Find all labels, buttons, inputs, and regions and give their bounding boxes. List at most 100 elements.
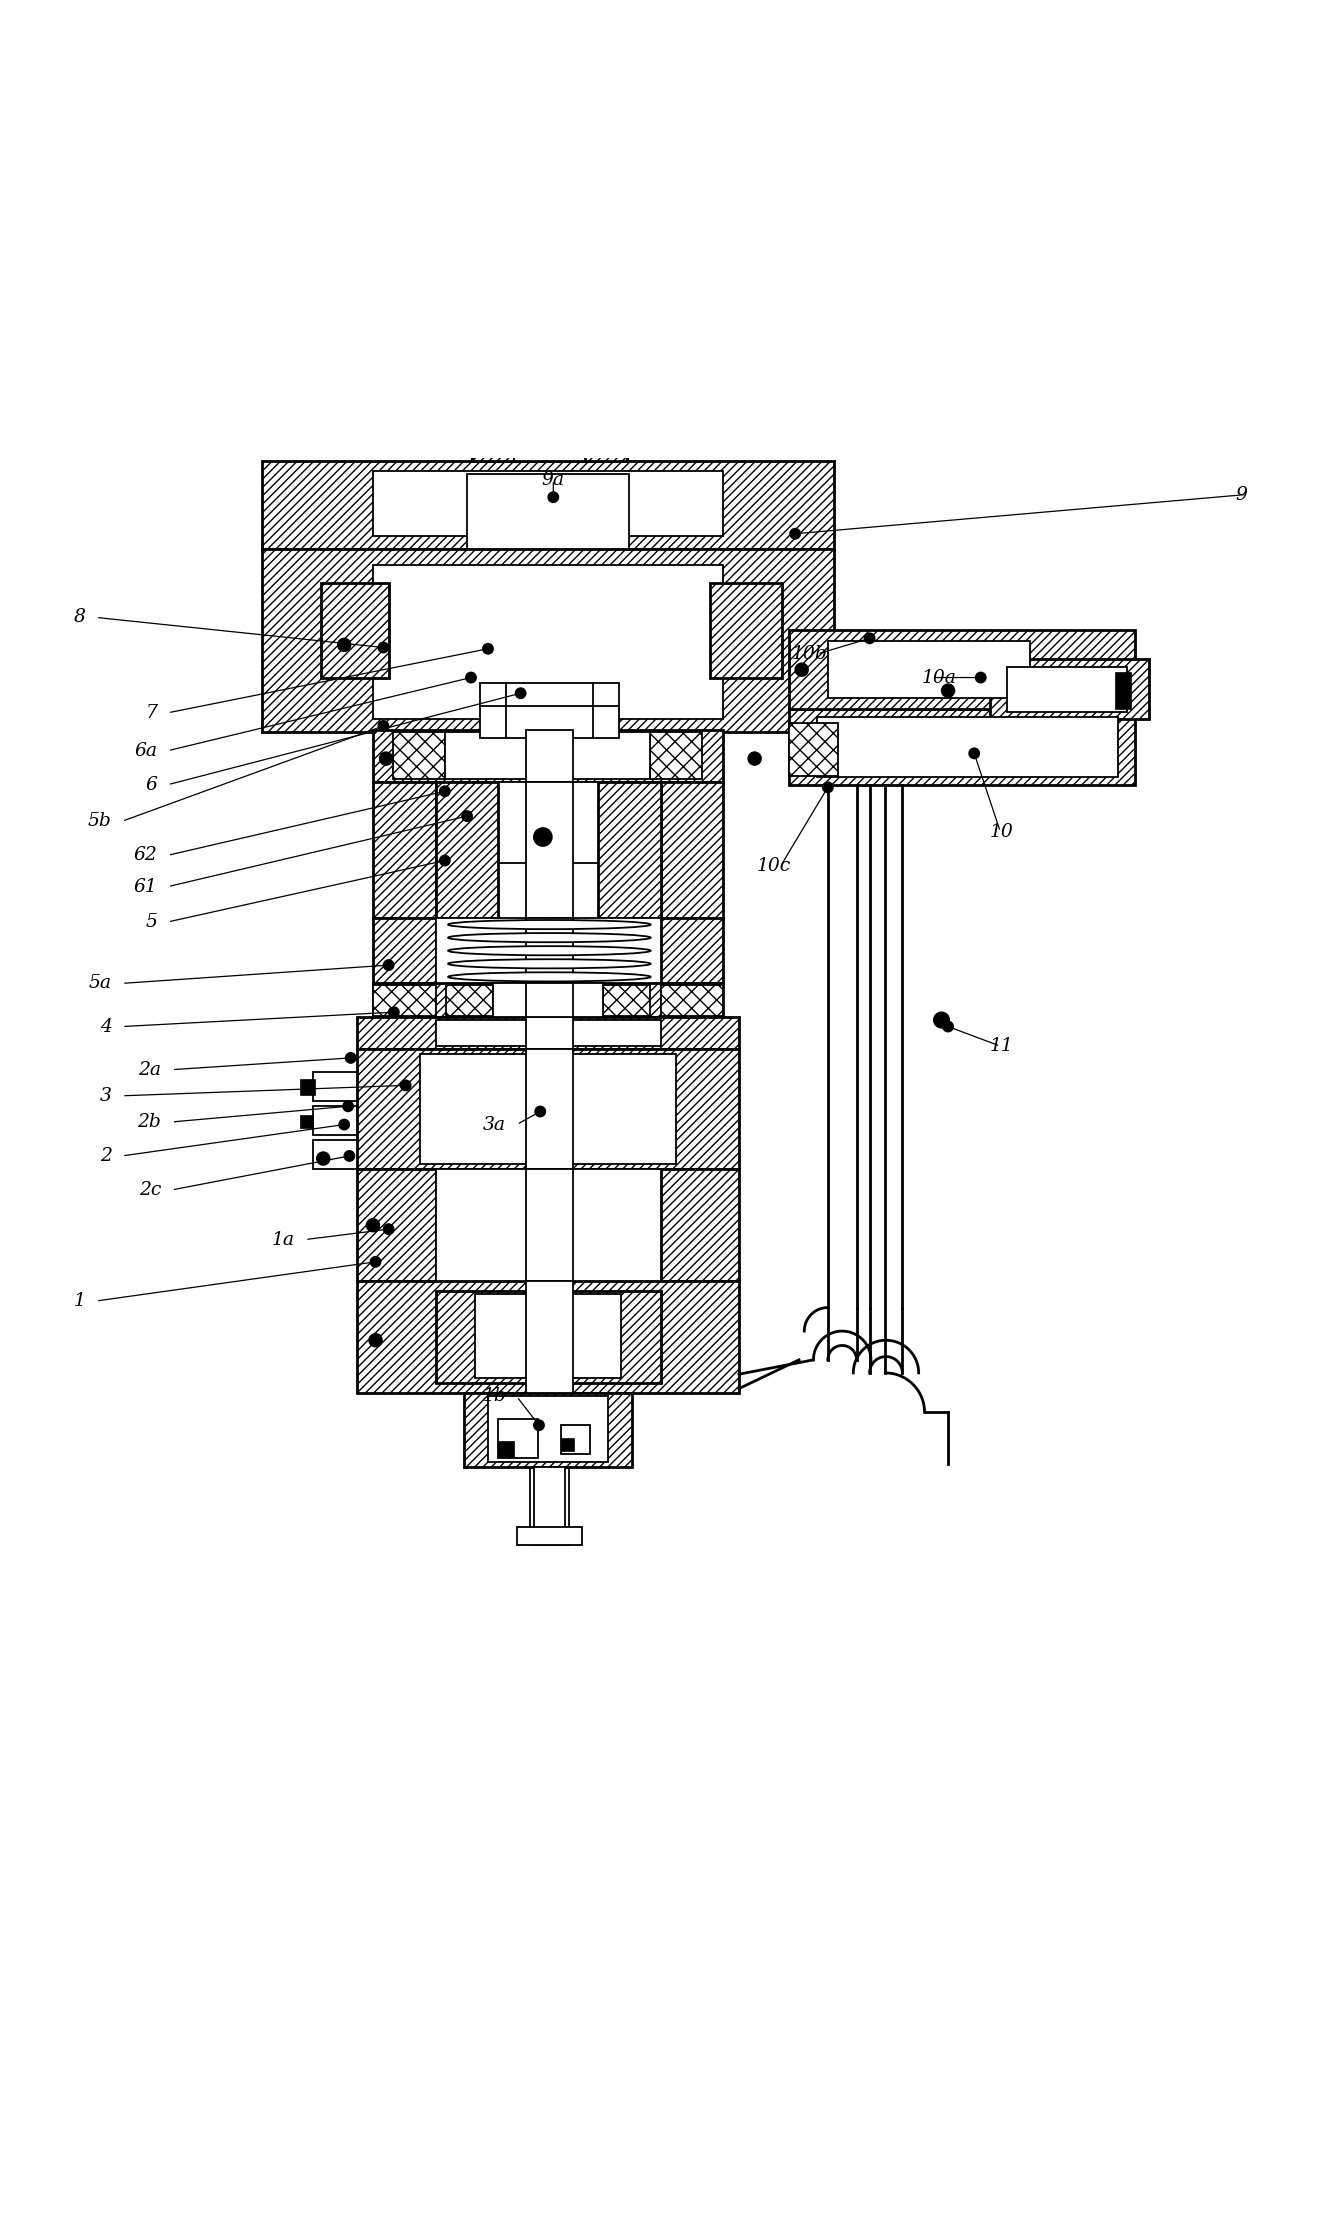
- Bar: [989, 660, 1149, 720]
- Circle shape: [388, 1007, 399, 1018]
- Circle shape: [975, 671, 985, 682]
- Text: 61: 61: [133, 878, 157, 896]
- Text: 2c: 2c: [139, 1180, 161, 1198]
- Circle shape: [942, 685, 955, 698]
- Circle shape: [370, 1256, 380, 1267]
- Bar: [445, 731, 650, 780]
- Bar: [473, 409, 514, 460]
- Text: 2b: 2b: [137, 1114, 161, 1132]
- Circle shape: [369, 1334, 382, 1347]
- Bar: [598, 782, 660, 918]
- Bar: [262, 460, 835, 549]
- Bar: [789, 709, 1135, 785]
- Text: 6: 6: [145, 776, 157, 794]
- Bar: [300, 1078, 316, 1094]
- Text: 1: 1: [74, 1292, 86, 1309]
- Bar: [526, 1169, 573, 1280]
- Bar: [420, 1054, 676, 1165]
- Ellipse shape: [448, 958, 651, 969]
- Circle shape: [346, 1054, 355, 1063]
- Circle shape: [378, 720, 388, 731]
- Bar: [660, 985, 723, 1016]
- Bar: [468, 473, 629, 549]
- Circle shape: [482, 642, 493, 654]
- Bar: [436, 1020, 660, 1047]
- Text: 4: 4: [99, 1018, 111, 1036]
- Bar: [436, 1169, 660, 1280]
- Bar: [480, 682, 618, 738]
- Text: 9a: 9a: [542, 471, 565, 489]
- Bar: [357, 1018, 738, 1049]
- Text: 2a: 2a: [139, 1060, 161, 1078]
- Bar: [660, 782, 723, 918]
- Text: 3: 3: [99, 1087, 111, 1105]
- Text: 62: 62: [133, 847, 157, 865]
- Bar: [526, 729, 573, 782]
- Bar: [1115, 671, 1131, 709]
- Text: 6a: 6a: [135, 742, 157, 760]
- Text: 7: 7: [145, 705, 157, 722]
- Circle shape: [795, 662, 808, 676]
- Bar: [526, 782, 573, 918]
- Circle shape: [339, 1120, 350, 1129]
- Text: 5: 5: [145, 914, 157, 931]
- Circle shape: [748, 751, 761, 765]
- Bar: [517, 1527, 583, 1545]
- Bar: [262, 549, 835, 731]
- Circle shape: [440, 787, 450, 796]
- Bar: [373, 729, 723, 782]
- Circle shape: [440, 856, 450, 865]
- Text: 9: 9: [1235, 485, 1247, 505]
- Ellipse shape: [448, 920, 651, 929]
- Circle shape: [934, 1011, 950, 1027]
- Bar: [789, 722, 839, 776]
- Bar: [436, 918, 660, 983]
- Bar: [526, 1018, 573, 1049]
- Bar: [373, 918, 436, 983]
- Bar: [357, 1169, 436, 1280]
- Text: 3a: 3a: [483, 1116, 506, 1134]
- Text: 1a: 1a: [272, 1232, 295, 1249]
- Circle shape: [534, 1420, 544, 1429]
- Bar: [711, 582, 782, 678]
- Bar: [321, 582, 388, 678]
- Bar: [313, 1107, 357, 1136]
- Bar: [660, 918, 723, 983]
- Bar: [473, 409, 626, 460]
- Bar: [534, 1467, 565, 1532]
- Circle shape: [383, 960, 394, 969]
- Text: 11: 11: [989, 1038, 1013, 1056]
- Bar: [474, 1294, 621, 1378]
- Bar: [526, 1280, 573, 1392]
- Circle shape: [548, 491, 559, 502]
- Bar: [373, 782, 436, 918]
- Circle shape: [343, 1100, 353, 1112]
- Bar: [373, 983, 723, 1018]
- Bar: [602, 985, 650, 1016]
- Bar: [530, 458, 569, 1545]
- Bar: [498, 1441, 514, 1456]
- Circle shape: [379, 751, 392, 765]
- Circle shape: [864, 634, 875, 642]
- Bar: [526, 918, 573, 983]
- Circle shape: [515, 687, 526, 698]
- Bar: [585, 409, 626, 460]
- Circle shape: [466, 671, 476, 682]
- Circle shape: [317, 1152, 330, 1165]
- Bar: [487, 1396, 608, 1463]
- Bar: [436, 1292, 660, 1383]
- Bar: [357, 1280, 738, 1392]
- Circle shape: [462, 811, 473, 820]
- Bar: [514, 409, 585, 460]
- Text: 10a: 10a: [922, 669, 956, 687]
- Circle shape: [535, 1107, 546, 1116]
- Bar: [493, 983, 602, 1018]
- Text: 10: 10: [989, 823, 1013, 840]
- Circle shape: [823, 782, 834, 794]
- Bar: [526, 983, 573, 1018]
- Bar: [300, 1116, 313, 1129]
- Bar: [660, 1169, 738, 1280]
- Bar: [313, 1071, 357, 1100]
- Bar: [465, 1392, 631, 1467]
- Bar: [392, 731, 445, 780]
